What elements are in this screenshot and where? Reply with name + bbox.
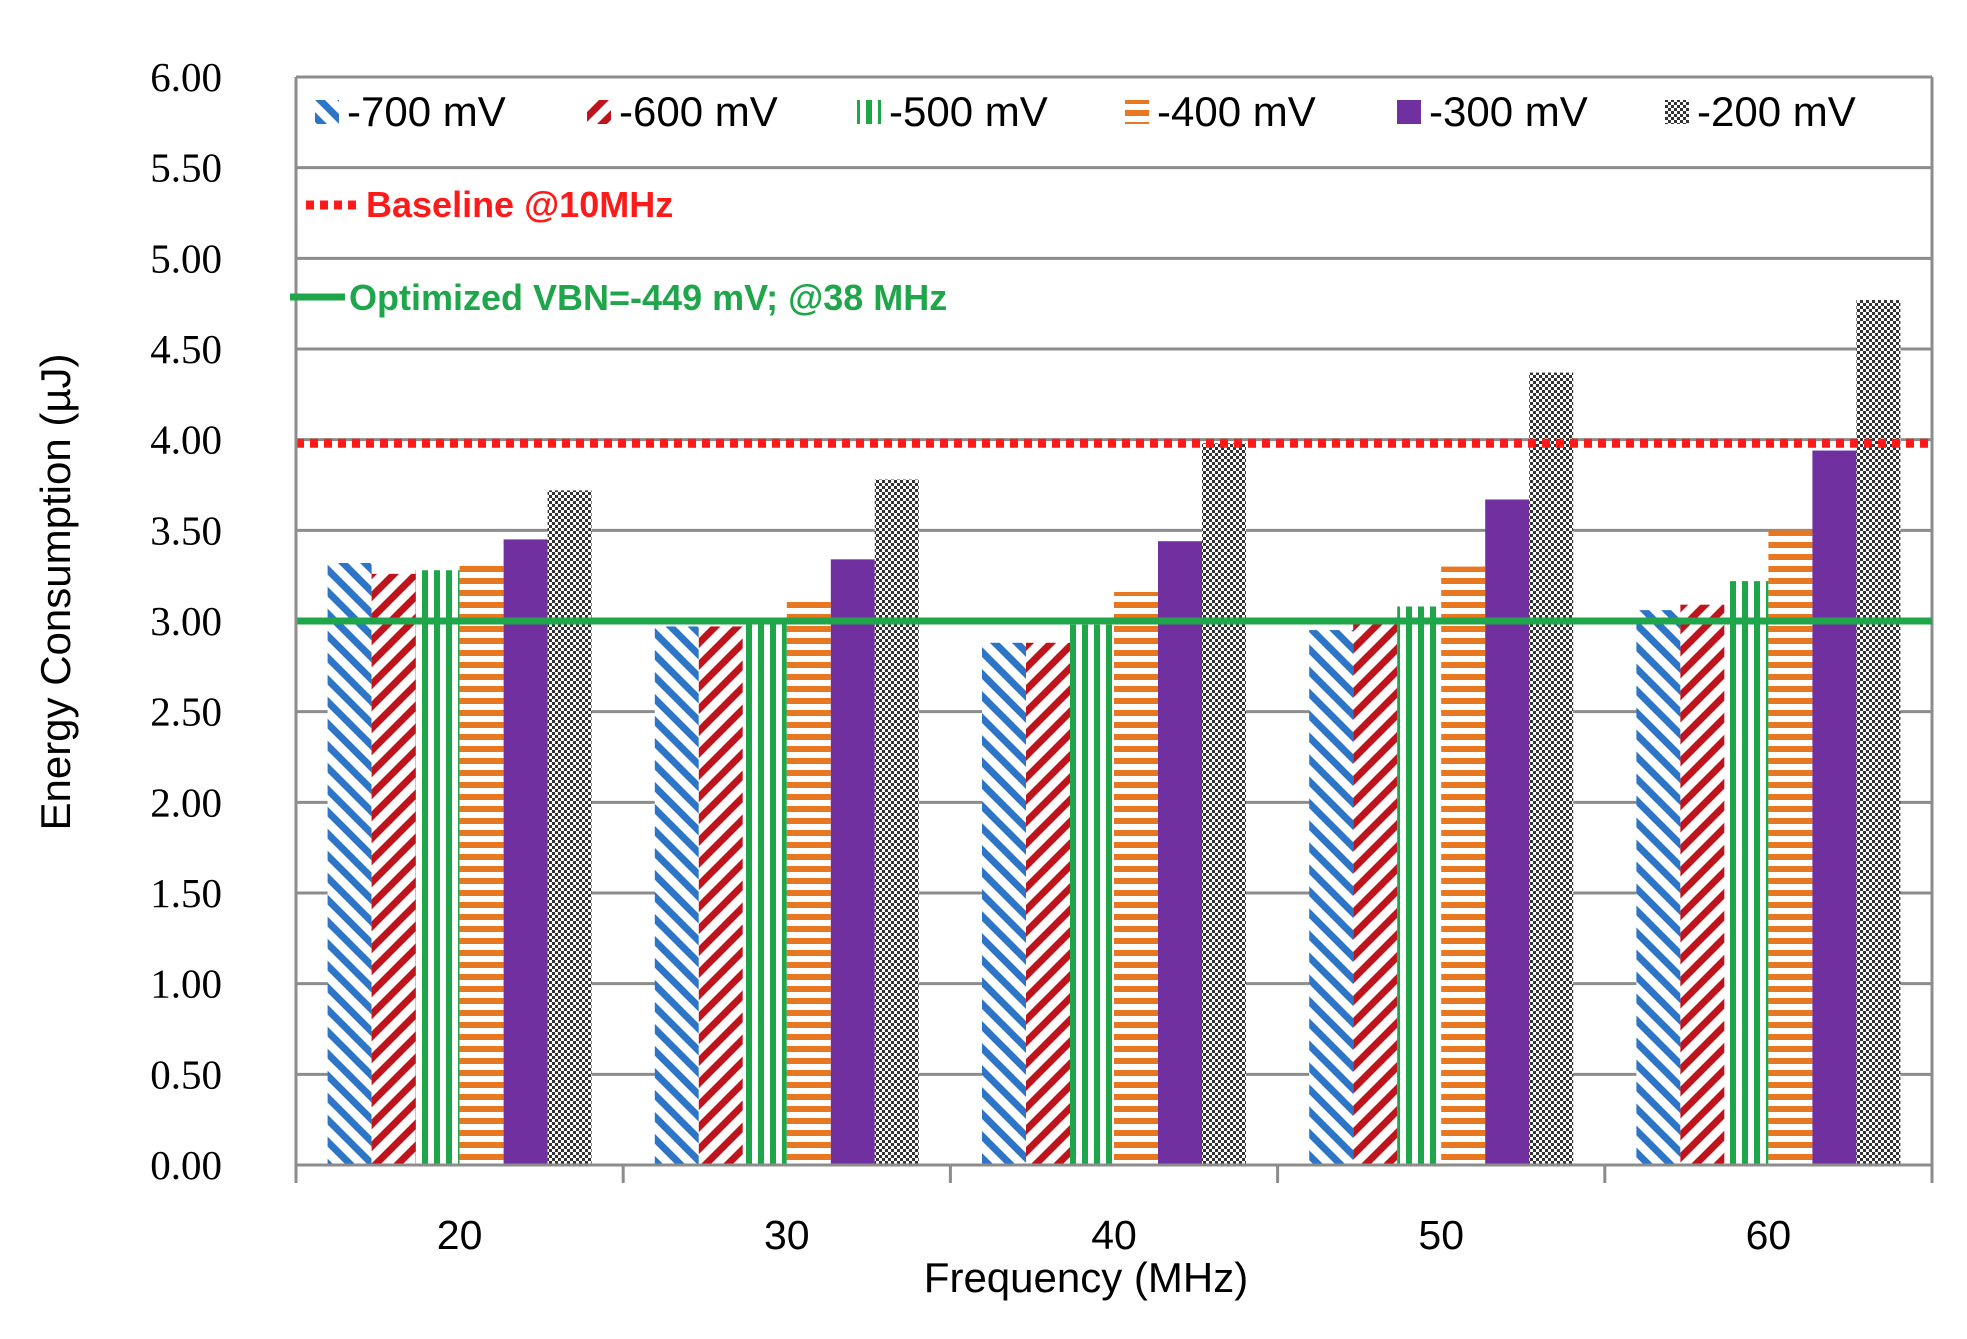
legend-swatch	[315, 100, 339, 124]
legend-label: -700 mV	[347, 88, 506, 135]
legend-label: -400 mV	[1157, 88, 1316, 135]
optimized-legend-label: Optimized VBN=-449 mV; @38 MHz	[349, 277, 947, 318]
legend: -700 mV -600 mV -500 mV -400 mV -300 mV -200 …	[290, 88, 1856, 318]
legend-label: -200 mV	[1697, 88, 1856, 135]
bar-minus-300mV-30	[830, 559, 875, 1165]
legend-swatch	[587, 100, 611, 124]
bar-minus-600mV-50	[1353, 621, 1398, 1165]
y-tick-label: 4.00	[150, 417, 222, 463]
legend-label: -500 mV	[889, 88, 1048, 135]
y-tick-label: 5.00	[150, 235, 222, 281]
y-tick-label: 2.00	[150, 779, 222, 825]
x-tick-label: 20	[437, 1212, 483, 1258]
bar-minus-200mV-20	[547, 490, 592, 1165]
bar-minus-500mV-50	[1397, 606, 1442, 1165]
bar-minus-500mV-40	[1070, 624, 1114, 1165]
bar-minus-600mV-40	[1026, 642, 1070, 1165]
bar-minus-300mV-50	[1485, 499, 1530, 1165]
x-tick-label: 30	[764, 1212, 810, 1258]
bar-minus-600mV-20	[371, 573, 416, 1165]
bar-minus-500mV-20	[415, 570, 460, 1165]
legend-swatch	[1665, 100, 1689, 124]
baseline-legend-label: Baseline @10MHz	[366, 184, 673, 225]
x-tick-label: 50	[1418, 1212, 1464, 1258]
y-tick-label: 5.50	[150, 145, 222, 191]
bar-minus-400mV-60	[1768, 530, 1813, 1165]
x-axis-label: Frequency (MHz)	[924, 1254, 1248, 1301]
legend-label: -300 mV	[1429, 88, 1588, 135]
reference-lines	[296, 438, 1932, 625]
legend-swatch	[1397, 100, 1421, 124]
bar-minus-700mV-20	[327, 562, 372, 1165]
y-tick-label: 1.00	[150, 961, 222, 1007]
bar-minus-200mV-50	[1529, 372, 1574, 1165]
bar-minus-200mV-40	[1202, 443, 1246, 1165]
y-tick-label: 6.00	[150, 54, 222, 100]
bar-minus-300mV-40	[1158, 541, 1202, 1165]
y-tick-label: 3.00	[150, 598, 222, 644]
x-tick-label: 60	[1746, 1212, 1792, 1258]
y-tick-label: 1.50	[150, 870, 222, 916]
axes: 0.00 0.50 1.00 1.50 2.00 2.50 3.00 3.50 4.00 4.50…	[150, 54, 1934, 1258]
bar-series	[327, 300, 1901, 1166]
bar-minus-600mV-60	[1680, 604, 1725, 1165]
y-tick-label: 2.50	[150, 689, 222, 735]
y-axis-label: Energy Consumption (µJ)	[32, 353, 79, 830]
legend-swatch	[1125, 100, 1149, 124]
bar-minus-700mV-40	[982, 642, 1026, 1165]
bar-minus-500mV-60	[1724, 581, 1769, 1165]
bar-minus-400mV-20	[459, 561, 504, 1165]
y-tick-label: 4.50	[150, 326, 222, 372]
bar-minus-700mV-60	[1636, 610, 1681, 1165]
legend-swatch	[857, 100, 881, 124]
bar-minus-200mV-30	[874, 479, 919, 1165]
y-tick-label: 3.50	[150, 507, 222, 553]
bar-minus-700mV-30	[654, 626, 699, 1165]
bar-minus-400mV-40	[1114, 591, 1158, 1165]
bar-minus-700mV-50	[1309, 630, 1354, 1165]
y-tick-label: 0.50	[150, 1051, 222, 1097]
bar-minus-600mV-30	[698, 626, 743, 1165]
legend-label: -600 mV	[619, 88, 778, 135]
bar-minus-400mV-30	[786, 599, 831, 1165]
x-tick-label: 40	[1091, 1212, 1137, 1258]
bar-minus-300mV-20	[503, 539, 548, 1165]
y-tick-label: 0.00	[150, 1142, 222, 1188]
bar-minus-400mV-50	[1441, 566, 1486, 1165]
bar-minus-500mV-30	[742, 622, 787, 1165]
bar-minus-300mV-60	[1812, 450, 1857, 1166]
bar-minus-200mV-60	[1856, 300, 1901, 1165]
